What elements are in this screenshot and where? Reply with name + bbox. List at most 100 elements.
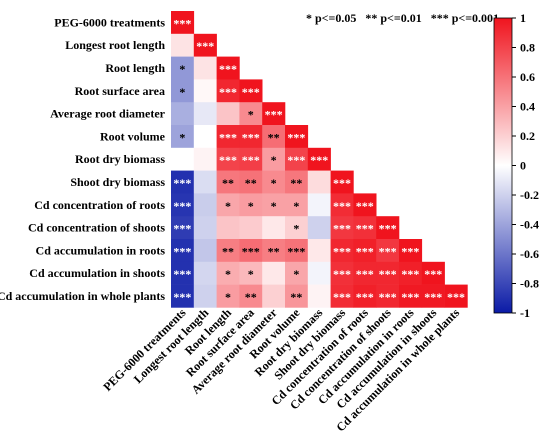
significance-label: ** (222, 176, 234, 190)
heatmap-cell (171, 216, 195, 240)
heatmap-cell (216, 56, 240, 80)
significance-label: ** (290, 290, 302, 304)
heatmap-cell (193, 216, 217, 240)
heatmap-cell (239, 125, 263, 149)
heatmap-cell (307, 284, 331, 308)
heatmap-cell (330, 193, 354, 217)
heatmap-cell (353, 239, 377, 263)
significance-label: *** (447, 290, 465, 304)
heatmap-cell (193, 147, 217, 171)
row-label: Root dry biomass (75, 152, 165, 166)
colorbar-tick-label: 0.4 (520, 100, 535, 114)
heatmap-cell (262, 147, 286, 171)
significance-label: ** (268, 244, 280, 258)
heatmap-cell (171, 102, 195, 126)
significance-label: *** (333, 267, 351, 281)
heatmap-cells (171, 11, 468, 308)
heatmap-cell (353, 261, 377, 285)
heatmap-cell (171, 11, 195, 35)
heatmap-cell (307, 216, 331, 240)
significance-label: *** (219, 62, 237, 76)
heatmap-cell (193, 125, 217, 149)
significance-label: *** (379, 244, 397, 258)
row-label: Cd accumulation in shoots (29, 266, 165, 280)
significance-label: *** (287, 153, 305, 167)
heatmap-cell (285, 125, 309, 149)
heatmap-cell (193, 284, 217, 308)
significance-marks: ******* **** *** **** **** *** *** ** ****** *** *… (173, 16, 465, 304)
heatmap-cell (171, 284, 195, 308)
heatmap-cell (262, 170, 286, 194)
heatmap-cell (239, 147, 263, 171)
heatmap-cell (216, 216, 240, 240)
significance-label: * (271, 176, 277, 190)
heatmap-cell (399, 261, 423, 285)
significance-label: *** (196, 39, 214, 53)
colorbar-tick-label: -0.6 (520, 247, 539, 261)
heatmap-cell (239, 239, 263, 263)
significance-label: *** (242, 130, 260, 144)
heatmap-cell (307, 170, 331, 194)
significance-label: *** (356, 267, 374, 281)
heatmap-cell (216, 147, 240, 171)
significance-label: *** (379, 290, 397, 304)
significance-label: *** (173, 16, 191, 30)
significance-label: *** (219, 130, 237, 144)
heatmap-cell (330, 216, 354, 240)
significance-label: *** (242, 85, 260, 99)
significance-label: *** (333, 290, 351, 304)
significance-label: *** (242, 153, 260, 167)
significance-label: ** (268, 130, 280, 144)
heatmap-cell (285, 170, 309, 194)
significance-label: *** (173, 176, 191, 190)
significance-label: * (248, 108, 254, 122)
colorbar-tick-label: 0 (520, 159, 526, 173)
heatmap-cell (239, 284, 263, 308)
significance-label: *** (379, 222, 397, 236)
significance-label: * (271, 199, 277, 213)
significance-label: *** (265, 108, 283, 122)
heatmap-cell (171, 56, 195, 80)
significance-label: *** (173, 199, 191, 213)
heatmap-cell (262, 216, 286, 240)
significance-label: ** (245, 176, 257, 190)
significance-label: ** (245, 290, 257, 304)
significance-label: * (225, 199, 231, 213)
heatmap-cell (239, 216, 263, 240)
colorbar-tick-label: -0.2 (520, 188, 539, 202)
significance-label: *** (287, 130, 305, 144)
colorbar-tick-label: -0.8 (520, 277, 539, 291)
significance-label: *** (401, 267, 419, 281)
heatmap-cell (171, 79, 195, 103)
row-label: Average root diameter (50, 107, 166, 121)
heatmap-cell (262, 284, 286, 308)
heatmap-cell (171, 125, 195, 149)
heatmap-cell (421, 284, 445, 308)
significance-label: * (179, 62, 185, 76)
heatmap-cell (285, 239, 309, 263)
colorbar-tick-label: 0.2 (520, 129, 535, 143)
significance-label: ** (290, 176, 302, 190)
significance-label: * (179, 85, 185, 99)
heatmap-cell (193, 239, 217, 263)
colorbar-tick-label: 1 (520, 11, 526, 25)
significance-label: *** (173, 267, 191, 281)
heatmap-cell (376, 261, 400, 285)
heatmap-cell (171, 193, 195, 217)
heatmap-cell (307, 147, 331, 171)
significance-label: *** (173, 222, 191, 236)
significance-label: ** (222, 244, 234, 258)
significance-label: *** (333, 244, 351, 258)
heatmap-cell (285, 261, 309, 285)
heatmap-cell (444, 284, 468, 308)
heatmap-cell (239, 170, 263, 194)
heatmap-cell (262, 261, 286, 285)
row-labels: PEG-6000 treatments Longest root length Ro… (0, 15, 166, 303)
colorbar-tick-label: -0.4 (520, 218, 539, 232)
heatmap-cell (376, 216, 400, 240)
heatmap-cell (376, 284, 400, 308)
colorbar-ticks: 1 0.8 0.6 0.4 0.2 0 -0.2 -0.4 -0.6 -0.8 -1 (512, 11, 539, 320)
heatmap-cell (216, 284, 240, 308)
